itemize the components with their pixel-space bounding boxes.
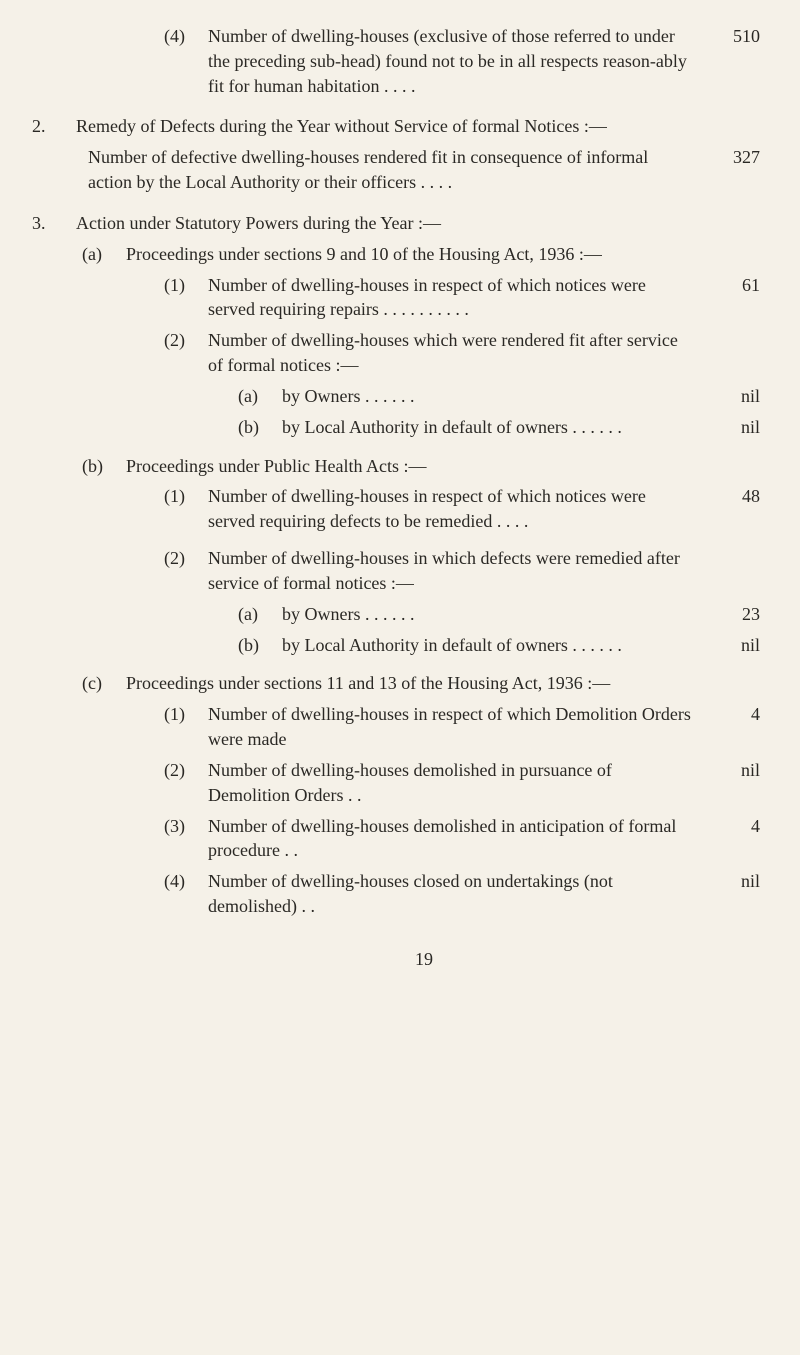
- list-item: (2) Number of dwelling-houses which were…: [88, 328, 760, 378]
- item-value: 510: [704, 24, 760, 49]
- item-text: by Local Authority in default of owners …: [282, 633, 704, 658]
- item-text: by Local Authority in default of owners …: [282, 415, 704, 440]
- list-item: (4) Number of dwelling-houses closed on …: [88, 869, 760, 919]
- item-marker: (4): [164, 24, 208, 49]
- list-item: (c) Proceedings under sections 11 and 13…: [44, 671, 760, 696]
- item-marker: (b): [238, 633, 282, 658]
- list-item: (1) Number of dwelling-houses in respect…: [88, 484, 760, 534]
- list-item: (2) Number of dwelling-houses in which d…: [88, 546, 760, 596]
- item-marker: (2): [164, 328, 208, 353]
- list-item: (a) by Owners . . . . . . nil: [88, 384, 760, 409]
- list-item: (3) Number of dwelling-houses demolished…: [88, 814, 760, 864]
- item-marker: 3.: [32, 211, 76, 236]
- item-marker: (4): [164, 869, 208, 894]
- item-text: Number of defective dwelling-houses rend…: [88, 145, 704, 195]
- list-item: (1) Number of dwelling-houses in respect…: [88, 702, 760, 752]
- item-text: Number of dwelling-houses closed on unde…: [208, 869, 704, 919]
- list-item: (1) Number of dwelling-houses in respect…: [88, 273, 760, 323]
- item-marker: (1): [164, 484, 208, 509]
- list-item: (a) by Owners . . . . . . 23: [88, 602, 760, 627]
- item-text: Number of dwelling-houses demolished in …: [208, 758, 704, 808]
- item-marker: (2): [164, 546, 208, 571]
- document-page: (4) Number of dwelling-houses (exclusive…: [0, 0, 800, 1355]
- item-value: nil: [704, 758, 760, 783]
- item-marker: (1): [164, 702, 208, 727]
- item-text: Proceedings under sections 9 and 10 of t…: [126, 242, 704, 267]
- item-value: nil: [704, 384, 760, 409]
- list-item: (2) Number of dwelling-houses demolished…: [88, 758, 760, 808]
- item-marker: 2.: [32, 114, 76, 139]
- item-marker: (2): [164, 758, 208, 783]
- item-marker: (b): [82, 454, 126, 479]
- item-text: Number of dwelling-houses in respect of …: [208, 702, 704, 752]
- list-item: 3. Action under Statutory Powers during …: [32, 211, 760, 236]
- list-item: Number of defective dwelling-houses rend…: [88, 145, 760, 195]
- list-item: (b) by Local Authority in default of own…: [88, 633, 760, 658]
- list-item: (a) Proceedings under sections 9 and 10 …: [44, 242, 760, 267]
- item-text: Proceedings under Public Health Acts :—: [126, 454, 704, 479]
- item-value: 4: [704, 814, 760, 839]
- item-text: Proceedings under sections 11 and 13 of …: [126, 671, 704, 696]
- item-value: nil: [704, 415, 760, 440]
- item-text: Number of dwelling-houses which were ren…: [208, 328, 704, 378]
- item-marker: (b): [238, 415, 282, 440]
- item-marker: (a): [238, 384, 282, 409]
- item-text: Remedy of Defects during the Year withou…: [76, 114, 704, 139]
- item-value: 23: [704, 602, 760, 627]
- item-marker: (a): [82, 242, 126, 267]
- item-marker: (a): [238, 602, 282, 627]
- item-marker: (c): [82, 671, 126, 696]
- item-text: by Owners . . . . . .: [282, 602, 704, 627]
- page-number: 19: [88, 947, 760, 972]
- item-value: 61: [704, 273, 760, 298]
- item-text: Number of dwelling-houses in respect of …: [208, 484, 704, 534]
- item-text: by Owners . . . . . .: [282, 384, 704, 409]
- list-item: 2. Remedy of Defects during the Year wit…: [32, 114, 760, 139]
- list-item: (b) Proceedings under Public Health Acts…: [44, 454, 760, 479]
- item-value: 4: [704, 702, 760, 727]
- item-value: 48: [704, 484, 760, 509]
- item-text: Number of dwelling-houses in which defec…: [208, 546, 704, 596]
- list-item: (4) Number of dwelling-houses (exclusive…: [88, 24, 760, 98]
- item-text: Number of dwelling-houses (exclusive of …: [208, 24, 704, 98]
- item-text: Number of dwelling-houses in respect of …: [208, 273, 704, 323]
- list-item: (b) by Local Authority in default of own…: [88, 415, 760, 440]
- item-text: Action under Statutory Powers during the…: [76, 211, 704, 236]
- item-marker: (1): [164, 273, 208, 298]
- item-text: Number of dwelling-houses demolished in …: [208, 814, 704, 864]
- item-value: 327: [704, 145, 760, 170]
- item-value: nil: [704, 633, 760, 658]
- item-value: nil: [704, 869, 760, 894]
- item-marker: (3): [164, 814, 208, 839]
